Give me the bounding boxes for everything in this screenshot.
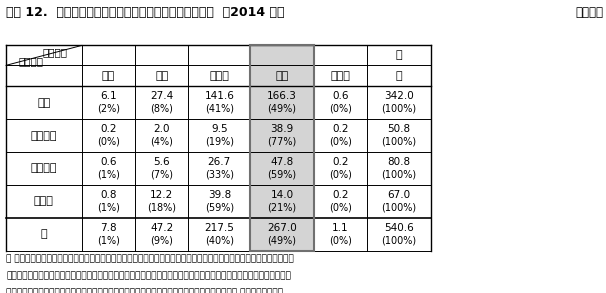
Text: 必要とする者以上をいう。「軽症」とは、傷病程度が入院加療を必要としないものをいう。「中等症」とは、傷病程: 必要とする者以上をいう。「軽症」とは、傷病程度が入院加療を必要としないものをいう…	[6, 271, 291, 280]
Text: （万人）: （万人）	[575, 6, 603, 19]
Text: 166.3: 166.3	[267, 91, 297, 101]
Text: 重症: 重症	[155, 71, 168, 81]
Text: 0.2: 0.2	[332, 124, 349, 134]
Text: 217.5: 217.5	[204, 223, 235, 233]
Text: 中等症: 中等症	[210, 71, 229, 81]
Text: 死亡: 死亡	[102, 71, 115, 81]
Text: 50.8: 50.8	[387, 124, 411, 134]
Text: 27.4: 27.4	[150, 91, 173, 101]
Text: (59%): (59%)	[205, 202, 234, 212]
Text: 傷病程度: 傷病程度	[42, 47, 67, 57]
Text: 47.2: 47.2	[150, 223, 173, 233]
Text: (100%): (100%)	[382, 104, 416, 114]
Text: 0.6: 0.6	[332, 91, 349, 101]
Text: 軽症: 軽症	[276, 71, 288, 81]
Text: 計: 計	[41, 229, 47, 239]
Text: 14.0: 14.0	[270, 190, 294, 200]
Text: (2%): (2%)	[97, 104, 120, 114]
Text: (100%): (100%)	[382, 169, 416, 179]
Text: (33%): (33%)	[205, 169, 234, 179]
Text: 141.6: 141.6	[204, 91, 235, 101]
Text: (4%): (4%)	[150, 137, 173, 146]
Text: 540.6: 540.6	[384, 223, 414, 233]
Text: (9%): (9%)	[150, 235, 173, 245]
Text: 図表 12.  救急自動車の事故種別・傷病程度別搬送人員数  （2014 年）: 図表 12. 救急自動車の事故種別・傷病程度別搬送人員数 （2014 年）	[6, 6, 285, 19]
Text: その他: その他	[34, 196, 54, 206]
Text: (1%): (1%)	[97, 235, 120, 245]
Text: (77%): (77%)	[267, 137, 297, 146]
Text: その他: その他	[331, 71, 350, 81]
Text: (19%): (19%)	[205, 137, 234, 146]
Text: 67.0: 67.0	[387, 190, 411, 200]
Text: (0%): (0%)	[329, 235, 352, 245]
Text: (18%): (18%)	[147, 202, 176, 212]
Text: 交通事故: 交通事故	[31, 131, 57, 141]
Text: (8%): (8%)	[150, 104, 173, 114]
Text: (1%): (1%)	[97, 169, 120, 179]
Text: (49%): (49%)	[268, 104, 296, 114]
Text: 事故種別: 事故種別	[18, 56, 43, 66]
Text: 80.8: 80.8	[387, 157, 411, 167]
Text: 26.7: 26.7	[208, 157, 231, 167]
Text: (100%): (100%)	[382, 235, 416, 245]
Text: 39.8: 39.8	[208, 190, 231, 200]
Text: 7.8: 7.8	[100, 223, 117, 233]
Text: (0%): (0%)	[329, 202, 352, 212]
Text: 0.8: 0.8	[100, 190, 117, 200]
Text: 38.9: 38.9	[270, 124, 294, 134]
Text: (41%): (41%)	[205, 104, 234, 114]
Text: 一般負傷: 一般負傷	[31, 163, 57, 173]
Text: (59%): (59%)	[267, 169, 297, 179]
Text: 9.5: 9.5	[211, 124, 228, 134]
Text: 47.8: 47.8	[270, 157, 294, 167]
Text: (0%): (0%)	[329, 104, 352, 114]
Text: 計: 計	[396, 50, 402, 60]
Text: 0.2: 0.2	[332, 190, 349, 200]
Text: 急病: 急病	[38, 98, 50, 108]
Text: (0%): (0%)	[97, 137, 120, 146]
Text: 6.1: 6.1	[100, 91, 117, 101]
Text: 5.6: 5.6	[153, 157, 170, 167]
Text: 0.6: 0.6	[100, 157, 117, 167]
Text: 267.0: 267.0	[267, 223, 297, 233]
Text: 12.2: 12.2	[150, 190, 173, 200]
Text: 342.0: 342.0	[384, 91, 414, 101]
Text: (0%): (0%)	[329, 137, 352, 146]
Text: 0.2: 0.2	[332, 157, 349, 167]
Text: (100%): (100%)	[382, 202, 416, 212]
Text: (40%): (40%)	[205, 235, 234, 245]
Text: 0.2: 0.2	[100, 124, 117, 134]
Text: (7%): (7%)	[150, 169, 173, 179]
Text: (0%): (0%)	[329, 169, 352, 179]
Text: 計: 計	[396, 71, 402, 81]
Text: 2.0: 2.0	[153, 124, 170, 134]
Text: 1.1: 1.1	[332, 223, 349, 233]
Text: 度が重症または軽症以外のものをいう。「その他」とは、医師の診断がないもの等をいう。（ ）内は、横占率。: 度が重症または軽症以外のものをいう。「その他」とは、医師の診断がないもの等をいう…	[6, 288, 283, 293]
Text: (49%): (49%)	[268, 235, 296, 245]
Text: ＊ 傷病程度の「死亡」は初診時において死亡が確認されたものをいう。「重症」とは、傷病程度が３週間の入院加療を: ＊ 傷病程度の「死亡」は初診時において死亡が確認されたものをいう。「重症」とは、…	[6, 254, 294, 263]
Text: (21%): (21%)	[267, 202, 297, 212]
Text: (100%): (100%)	[382, 137, 416, 146]
Text: (1%): (1%)	[97, 202, 120, 212]
